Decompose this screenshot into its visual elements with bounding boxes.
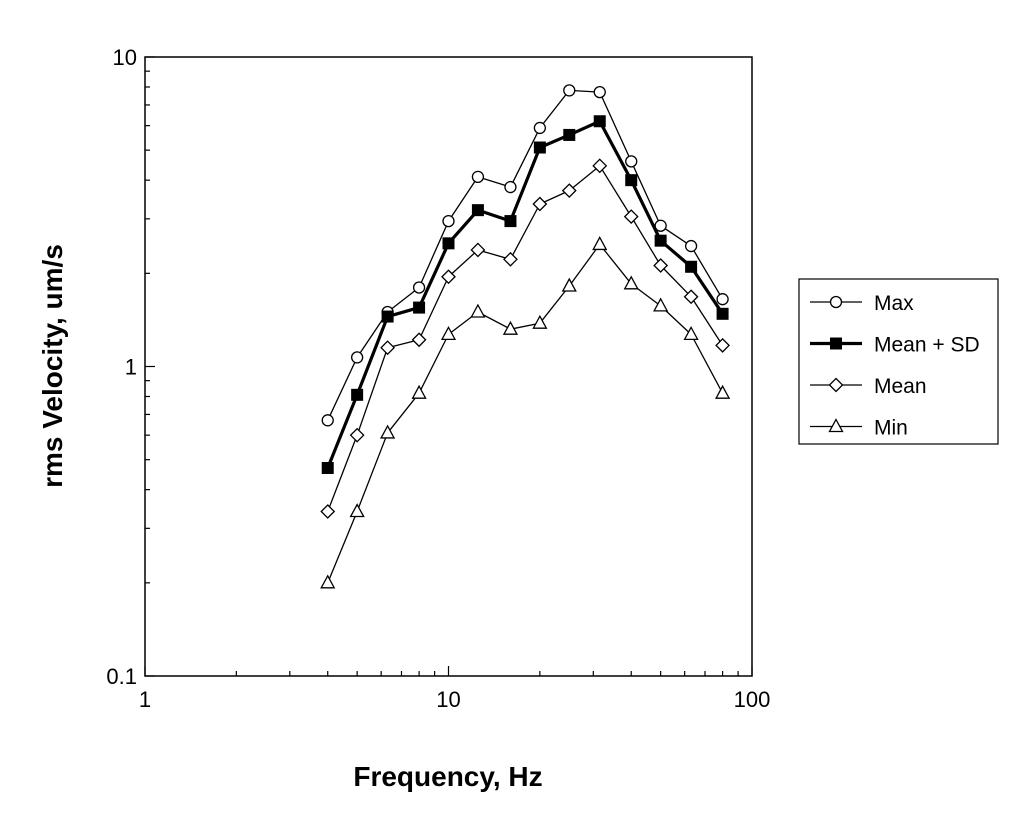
data-point-mean bbox=[532, 196, 548, 212]
data-point-mean bbox=[561, 183, 577, 199]
legend-label-mean-sd: Mean + SD bbox=[874, 334, 980, 357]
legend-label-mean: Mean bbox=[874, 375, 927, 398]
data-point-min bbox=[532, 314, 548, 329]
data-point-mean-sd bbox=[593, 115, 606, 128]
data-point-max bbox=[350, 351, 364, 364]
data-point-mean-sd bbox=[716, 307, 729, 320]
data-point-mean bbox=[503, 251, 518, 267]
data-point-mean bbox=[320, 504, 336, 519]
series-mean bbox=[320, 158, 731, 519]
series-min bbox=[320, 236, 731, 589]
legend-marker-max bbox=[829, 295, 843, 309]
data-point-mean bbox=[349, 427, 365, 443]
data-point-mean-sd bbox=[471, 204, 484, 217]
legend-label-min: Min bbox=[874, 417, 908, 440]
x-axis-title: Frequency, Hz bbox=[353, 761, 542, 792]
data-point-max bbox=[504, 180, 517, 194]
data-point-max bbox=[442, 214, 455, 228]
x-tick-label: 1 bbox=[139, 687, 151, 712]
data-point-max bbox=[716, 293, 729, 306]
data-point-min bbox=[592, 236, 608, 251]
legend-marker-min bbox=[828, 418, 844, 433]
data-point-mean bbox=[623, 209, 639, 225]
x-tick-label: 10 bbox=[436, 687, 460, 712]
legend-marker-mean-sd bbox=[830, 337, 842, 350]
data-point-min bbox=[440, 326, 457, 341]
data-point-max bbox=[625, 155, 638, 168]
data-point-max bbox=[321, 414, 334, 427]
data-point-mean-sd bbox=[625, 174, 638, 187]
x-tick-label: 100 bbox=[734, 687, 771, 712]
data-point-min bbox=[653, 297, 669, 312]
data-point-min bbox=[470, 303, 486, 318]
data-point-mean-sd bbox=[442, 237, 455, 250]
data-point-max bbox=[593, 85, 606, 99]
data-point-max bbox=[563, 84, 576, 97]
series-layer bbox=[320, 84, 731, 589]
series-max bbox=[321, 84, 729, 427]
data-point-mean bbox=[683, 289, 699, 305]
y-tick-label: 0.1 bbox=[106, 664, 137, 689]
data-point-mean-sd bbox=[685, 260, 698, 273]
data-point-mean-sd bbox=[533, 141, 546, 154]
data-point-max bbox=[412, 281, 426, 294]
plot-area bbox=[144, 56, 753, 677]
y-tick-label: 1 bbox=[125, 355, 137, 380]
data-point-mean-sd bbox=[504, 215, 517, 228]
data-point-min bbox=[683, 326, 699, 341]
series-line-mean bbox=[327, 165, 724, 512]
legend-marker-mean bbox=[828, 377, 844, 393]
data-point-min bbox=[623, 275, 639, 290]
data-point-mean-sd bbox=[413, 301, 426, 314]
series-mean-sd bbox=[321, 115, 729, 474]
data-point-max bbox=[684, 239, 698, 253]
series-line-max bbox=[327, 89, 724, 421]
data-point-mean bbox=[411, 332, 427, 348]
data-point-min bbox=[502, 320, 519, 335]
data-point-mean bbox=[715, 337, 731, 353]
data-point-mean bbox=[592, 158, 608, 174]
data-point-min bbox=[714, 384, 731, 399]
data-point-mean-sd bbox=[654, 234, 667, 247]
x-axis: 1 10 100 bbox=[139, 666, 770, 712]
data-point-min bbox=[380, 424, 396, 439]
legend-items: Max Mean + SD Mean Min bbox=[810, 292, 980, 440]
legend: Max Mean + SD Mean Min bbox=[798, 278, 999, 445]
legend-label-max: Max bbox=[874, 292, 914, 315]
series-line-mean-sd bbox=[326, 119, 724, 469]
series-line-min bbox=[327, 243, 724, 584]
data-point-mean-sd bbox=[321, 461, 334, 474]
data-point-mean bbox=[653, 258, 669, 273]
data-point-mean-sd bbox=[351, 388, 364, 401]
y-axis: 0.1 1 10 bbox=[106, 45, 155, 689]
y-tick-label: 10 bbox=[113, 45, 137, 70]
data-point-mean bbox=[441, 269, 456, 285]
data-point-min bbox=[349, 503, 365, 518]
data-point-mean bbox=[470, 242, 486, 258]
data-point-mean-sd bbox=[563, 128, 576, 141]
data-point-min bbox=[320, 574, 336, 589]
data-point-mean bbox=[380, 340, 396, 356]
data-point-min bbox=[411, 384, 427, 399]
data-point-mean-sd bbox=[381, 310, 394, 323]
y-axis-title: rms Velocity, um/s bbox=[37, 244, 68, 488]
data-point-max bbox=[471, 170, 485, 183]
data-point-max bbox=[533, 121, 547, 135]
data-point-min bbox=[561, 277, 577, 292]
